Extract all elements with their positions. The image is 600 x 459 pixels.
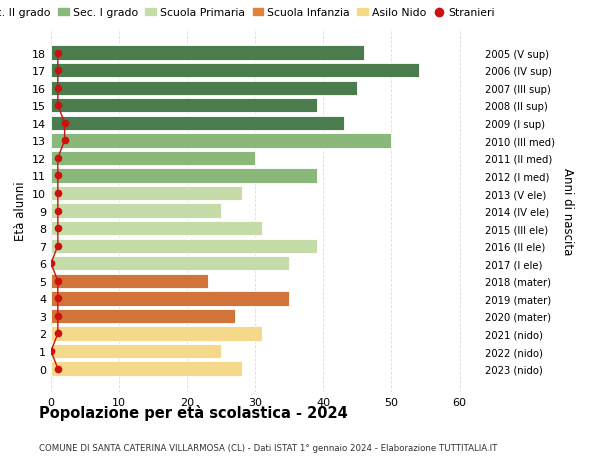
- Bar: [51, 151, 255, 166]
- Bar: [51, 117, 344, 131]
- Bar: [51, 222, 262, 236]
- Bar: [51, 81, 358, 96]
- Y-axis label: Anni di nascita: Anni di nascita: [562, 168, 574, 255]
- Y-axis label: Età alunni: Età alunni: [14, 181, 28, 241]
- Bar: [51, 134, 391, 148]
- Bar: [51, 186, 242, 201]
- Bar: [51, 309, 235, 324]
- Bar: [51, 239, 317, 253]
- Bar: [51, 274, 208, 288]
- Text: COMUNE DI SANTA CATERINA VILLARMOSA (CL) - Dati ISTAT 1° gennaio 2024 - Elaboraz: COMUNE DI SANTA CATERINA VILLARMOSA (CL)…: [39, 443, 497, 452]
- Bar: [51, 257, 289, 271]
- Bar: [51, 204, 221, 218]
- Bar: [51, 344, 221, 358]
- Bar: [51, 169, 317, 183]
- Text: Popolazione per età scolastica - 2024: Popolazione per età scolastica - 2024: [39, 404, 348, 420]
- Legend: Sec. II grado, Sec. I grado, Scuola Primaria, Scuola Infanzia, Asilo Nido, Stran: Sec. II grado, Sec. I grado, Scuola Prim…: [0, 4, 499, 22]
- Bar: [51, 46, 364, 61]
- Bar: [51, 291, 289, 306]
- Bar: [51, 362, 242, 376]
- Bar: [51, 64, 419, 78]
- Bar: [51, 99, 317, 113]
- Bar: [51, 326, 262, 341]
